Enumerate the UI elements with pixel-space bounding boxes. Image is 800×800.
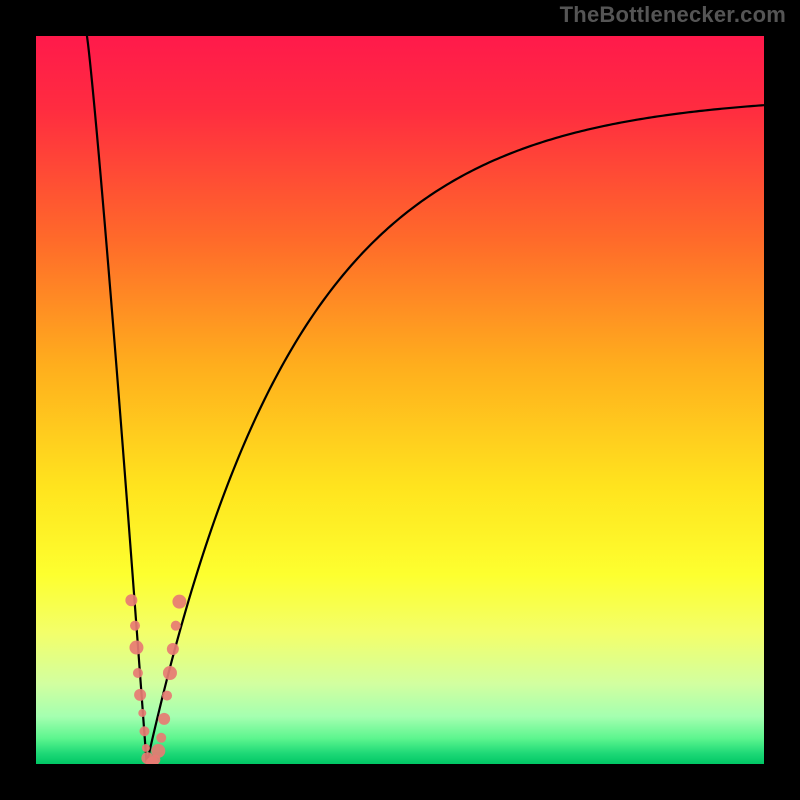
marker-point (162, 691, 172, 701)
gradient-background (36, 36, 764, 764)
marker-point (139, 726, 149, 736)
marker-point (172, 595, 186, 609)
marker-point (125, 594, 137, 606)
marker-point (158, 713, 170, 725)
marker-point (129, 641, 143, 655)
marker-point (167, 643, 179, 655)
plot-area (36, 36, 764, 764)
plot-svg (36, 36, 764, 764)
marker-point (133, 668, 143, 678)
marker-point (142, 744, 150, 752)
marker-point (156, 733, 166, 743)
marker-point (171, 621, 181, 631)
watermark-text: TheBottlenecker.com (560, 2, 786, 28)
marker-point (134, 689, 146, 701)
marker-point (151, 744, 165, 758)
marker-point (138, 709, 146, 717)
marker-point (130, 621, 140, 631)
marker-point (163, 666, 177, 680)
chart-frame: TheBottlenecker.com (0, 0, 800, 800)
